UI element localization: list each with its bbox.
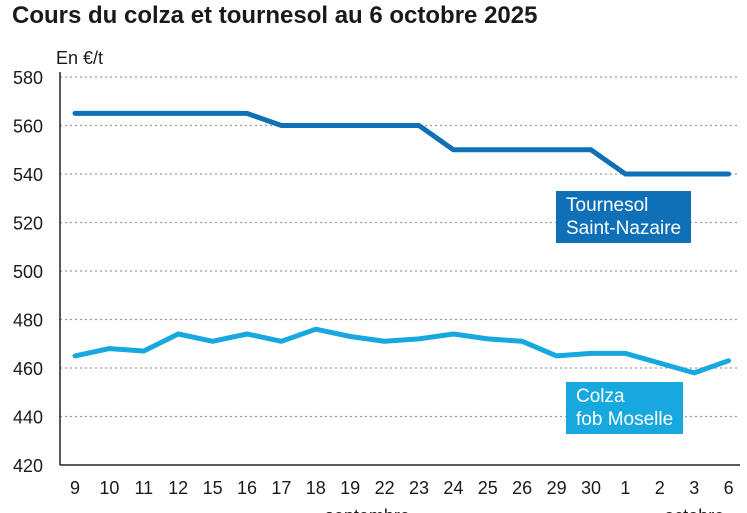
x-tick-label: 9: [70, 478, 80, 498]
y-tick-label: 540: [13, 165, 43, 185]
series-lines: [72, 110, 732, 376]
x-tick-label: 18: [306, 478, 326, 498]
x-tick-label: 15: [203, 478, 223, 498]
x-tick-label: 17: [271, 478, 291, 498]
x-tick-label: 2: [655, 478, 665, 498]
y-tick-label: 420: [13, 456, 43, 476]
month-labels: septembre octobre: [325, 506, 724, 513]
x-tick-label: 29: [547, 478, 567, 498]
x-tick-label: 10: [99, 478, 119, 498]
x-tick-label: 12: [168, 478, 188, 498]
x-tick-label: 22: [375, 478, 395, 498]
x-tick-label: 1: [620, 478, 630, 498]
y-tick-label: 480: [13, 311, 43, 331]
series-label-colza: Colza fob Moselle: [566, 382, 684, 434]
y-tick-label: 440: [13, 408, 43, 428]
x-tick-label: 24: [443, 478, 463, 498]
series-line-colza: [72, 326, 732, 376]
x-tick-label: 6: [724, 478, 734, 498]
y-tick-label: 460: [13, 359, 43, 379]
chart-title: Cours du colza et tournesol au 6 octobre…: [12, 2, 538, 29]
x-tick-label: 23: [409, 478, 429, 498]
x-tick-labels: 9 10 11 12 15 16 17 18 19 22 23 24 25 26 29 30 1 2 3 6: [70, 478, 734, 498]
x-tick-label: 3: [689, 478, 699, 498]
x-tick-label: 26: [512, 478, 532, 498]
month-label: septembre: [325, 506, 410, 513]
month-label: octobre: [664, 506, 724, 513]
y-tick-label: 520: [13, 214, 43, 234]
series-line-tournesol: [72, 110, 732, 177]
x-tick-label: 25: [478, 478, 498, 498]
series-label-colza-line1: Colza: [576, 386, 625, 407]
series-label-tournesol-line1: Tournesol: [566, 195, 649, 216]
y-tick-label: 500: [13, 262, 43, 282]
x-tick-label: 11: [134, 478, 153, 498]
y-tick-label: 580: [13, 68, 43, 88]
x-tick-label: 16: [237, 478, 257, 498]
series-label-colza-line2: fob Moselle: [576, 409, 674, 430]
y-tick-label: 560: [13, 117, 43, 137]
y-axis-unit-label: En €/t: [56, 48, 103, 68]
series-label-tournesol-line2: Saint-Nazaire: [566, 218, 682, 239]
y-tick-labels: 580 560 540 520 500 480 460 440 420: [13, 68, 43, 476]
x-tick-label: 30: [581, 478, 601, 498]
series-label-tournesol: Tournesol Saint-Nazaire: [556, 191, 692, 243]
x-tick-label: 19: [340, 478, 360, 498]
